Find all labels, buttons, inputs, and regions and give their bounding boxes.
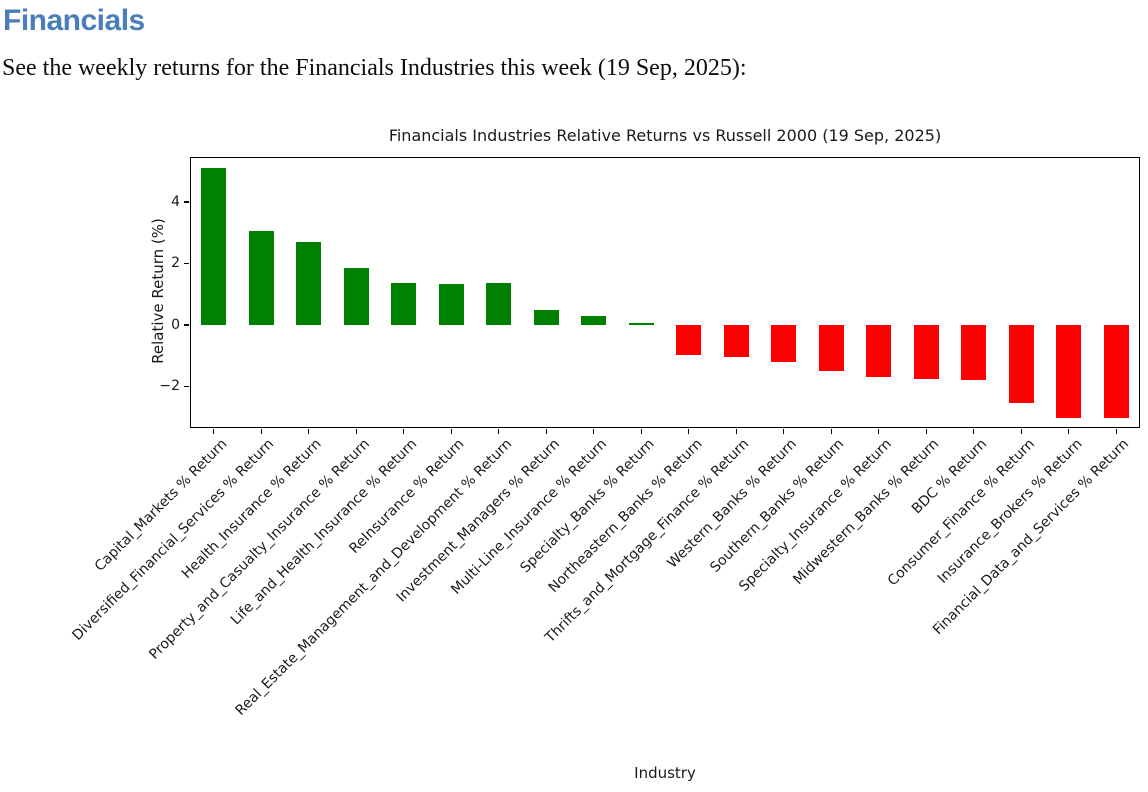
x-tick-mark: [878, 429, 880, 434]
bar: [438, 284, 464, 325]
x-tick-label: Property_and_Casualty_Insurance % Return: [145, 436, 373, 663]
bar: [581, 315, 607, 325]
x-tick-mark: [593, 429, 595, 434]
y-tick-mark: [184, 201, 189, 203]
y-axis-label: Relative Return (%): [149, 217, 167, 364]
bar: [818, 324, 844, 371]
x-tick-mark: [1068, 429, 1070, 434]
bar: [1056, 324, 1082, 419]
bar: [391, 282, 417, 325]
bar: [343, 268, 369, 325]
x-tick-mark: [925, 429, 927, 434]
x-tick-mark: [355, 429, 357, 434]
bar: [1103, 324, 1129, 419]
bar: [866, 324, 892, 378]
x-tick-mark: [973, 429, 975, 434]
x-tick-mark: [308, 429, 310, 434]
bar: [913, 324, 939, 379]
x-tick-mark: [498, 429, 500, 434]
plot-area: [190, 157, 1140, 428]
bar: [533, 310, 559, 325]
x-tick-mark: [403, 429, 405, 434]
x-tick-mark: [830, 429, 832, 434]
x-tick-mark: [450, 429, 452, 434]
x-tick-mark: [783, 429, 785, 434]
page-description: See the weekly returns for the Financial…: [2, 55, 747, 81]
y-tick-label: 2: [171, 255, 180, 272]
page-title: Financials: [3, 4, 145, 37]
x-tick-mark: [213, 429, 215, 434]
x-axis-label: Industry: [634, 764, 696, 782]
x-tick-mark: [735, 429, 737, 434]
x-tick-mark: [545, 429, 547, 434]
bar: [771, 324, 797, 362]
x-tick-mark: [1020, 429, 1022, 434]
y-tick-label: 0: [171, 316, 180, 333]
bar: [1008, 324, 1034, 404]
x-tick-mark: [640, 429, 642, 434]
bar: [961, 324, 987, 381]
y-tick-mark: [184, 324, 189, 326]
y-tick-label: 4: [171, 194, 180, 211]
x-tick-mark: [1115, 429, 1117, 434]
y-tick-label: −2: [159, 378, 180, 395]
bar: [201, 168, 227, 325]
y-tick-mark: [184, 262, 189, 265]
x-tick-mark: [260, 429, 262, 434]
bar: [723, 324, 749, 358]
bar: [676, 324, 702, 355]
x-tick-mark: [688, 429, 690, 434]
bar: [486, 283, 512, 325]
y-tick-mark: [184, 385, 189, 387]
bar: [628, 322, 654, 325]
chart-title: Financials Industries Relative Returns v…: [388, 126, 942, 145]
bar: [248, 231, 274, 325]
bar: [296, 242, 322, 325]
